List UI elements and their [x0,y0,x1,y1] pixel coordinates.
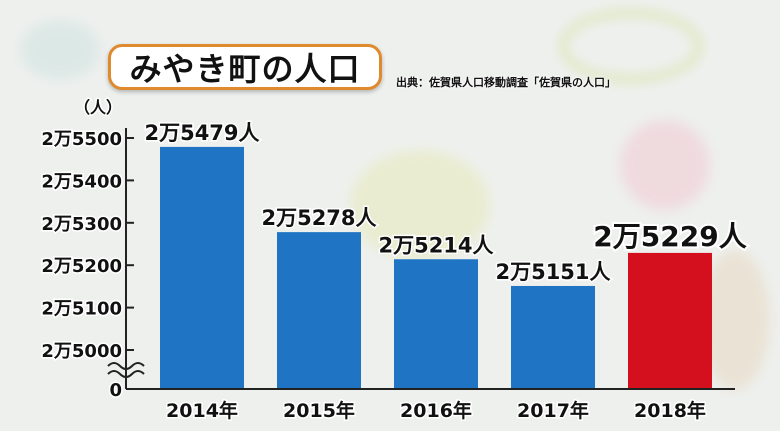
bar-value-label: 2万5278人 [261,206,376,230]
y-tick-label: 2万5200 [41,256,122,277]
bar [394,259,478,389]
chart-title: みやき町の人口 [108,44,382,90]
bar-value-label: 2万5479人 [144,121,259,145]
x-tick-label: 2015年 [283,399,355,422]
y-tick-label: 2万5400 [41,171,122,192]
bar [628,252,712,389]
y-tick-label: 2万5300 [41,214,122,235]
bar [277,232,361,389]
axis-layer: 2万5500 2万5400 2万5300 2万5200 2万5100 2万5000 0 （人） [40,97,735,403]
bar-value-label: 2万5151人 [495,260,610,284]
background-blob [350,150,490,260]
axis-break-icon [107,362,145,370]
y-tick-label: 2万5100 [41,299,122,320]
background-blob [560,10,702,82]
y-unit-label: （人） [74,98,122,117]
bar [511,285,595,389]
x-tick-label: 2018年 [634,399,706,422]
background-blob [620,120,710,210]
bar-value-label: 2万5229人 [593,220,746,253]
y-zero-label: 0 [109,380,122,401]
bar [160,146,244,389]
bars-layer [160,146,712,389]
x-tick-label: 2016年 [400,399,472,422]
x-tick-label: 2014年 [166,399,238,422]
labels-layer: 2万5479人 2014年 2万5278人 2015年 2万5214人 2016年 2万51… [143,119,749,423]
bar-value-label: 2万5214人 [378,233,493,257]
axis-break-icon [107,370,145,378]
y-tick-label: 2万5500 [41,129,122,150]
y-tick-label: 2万5000 [41,341,122,362]
source-note: 出典：佐賀県人口移動調査「佐賀県の人口」 [396,76,616,89]
background-blob [20,20,100,80]
x-tick-label: 2017年 [517,399,589,422]
